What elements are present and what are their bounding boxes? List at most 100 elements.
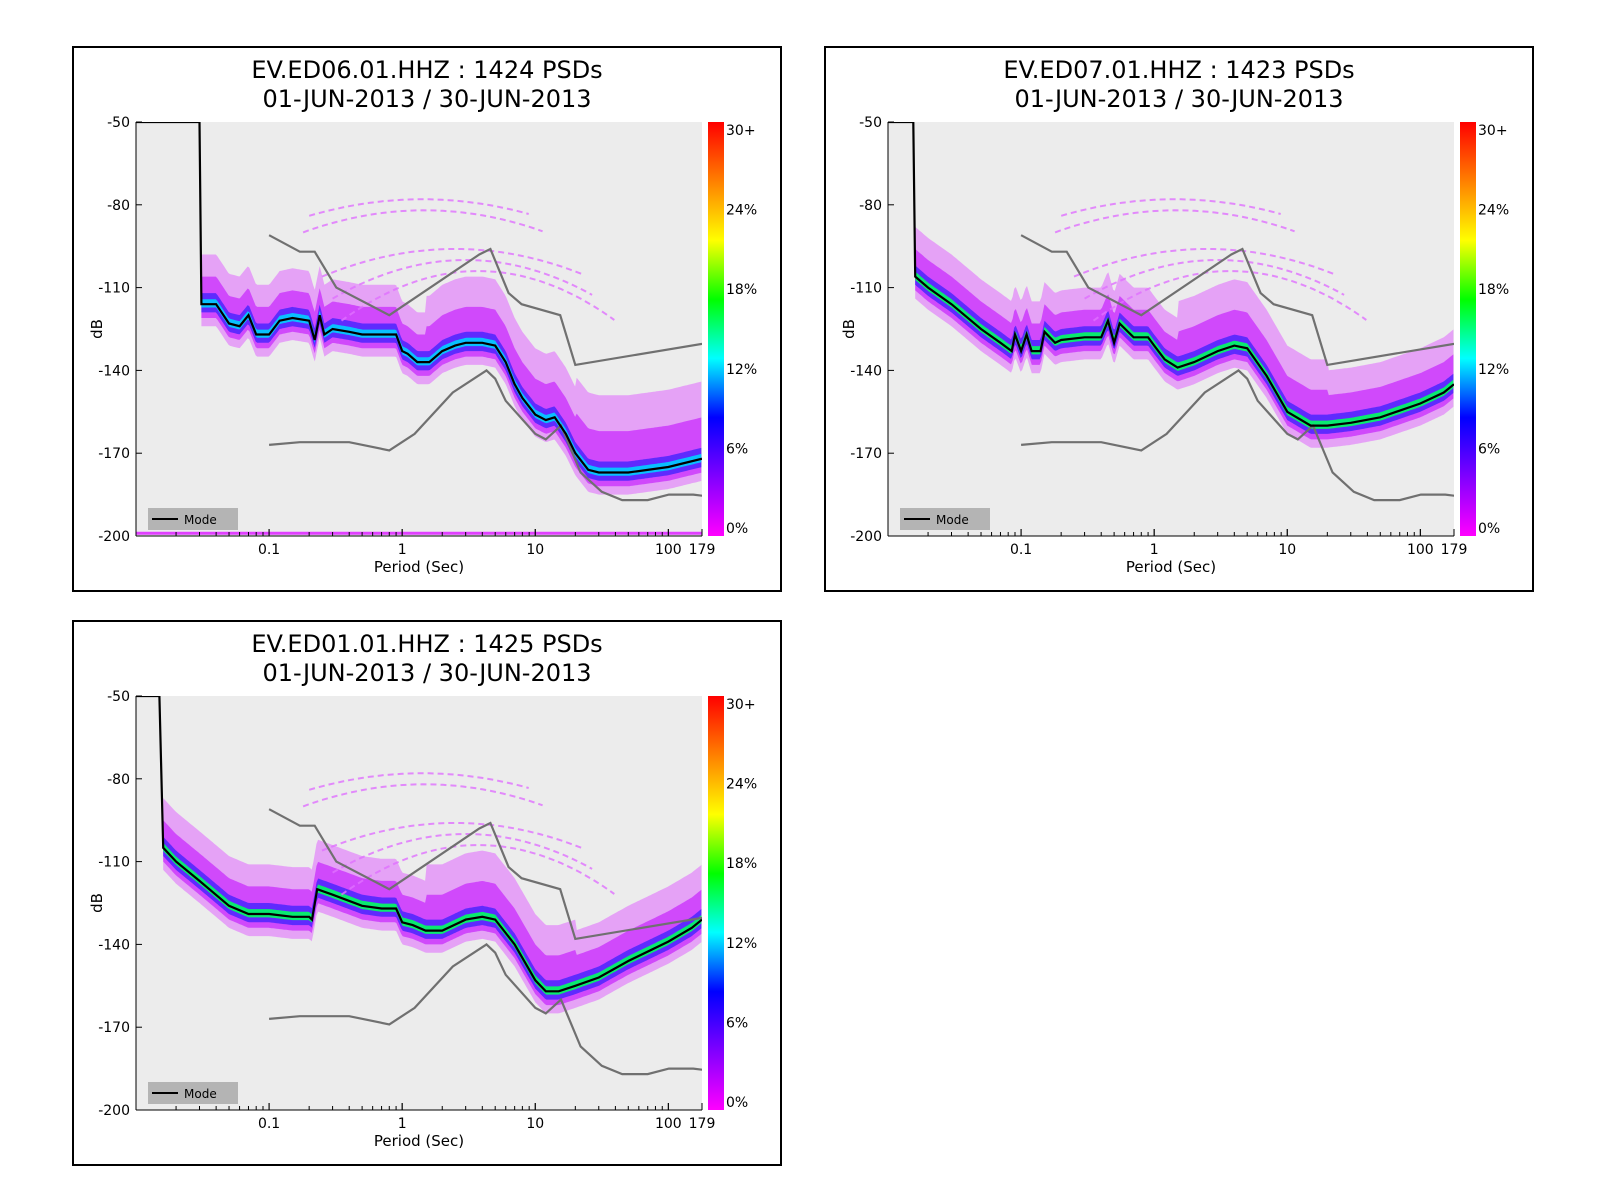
colorbar-label: 0% [726, 521, 748, 537]
mode-line [136, 696, 702, 993]
y-tick-label: -140 [98, 937, 130, 953]
plot-content [136, 122, 702, 535]
y-tick-label: -170 [850, 446, 882, 462]
x-tick-label: 10 [526, 542, 544, 558]
colorbar-label: 12% [1478, 362, 1509, 378]
y-axis-label: dB [88, 319, 106, 339]
psd-band-core [915, 265, 1454, 434]
legend-mode-label: Mode [184, 1087, 217, 1101]
x-tick-label: 1 [398, 1116, 407, 1132]
psd-outlier-arc-1 [302, 209, 543, 234]
y-tick-label: -80 [107, 772, 130, 788]
psd-outlier-arc-1 [1054, 209, 1295, 234]
colorbar [708, 122, 724, 536]
colorbar-label: 18% [726, 282, 757, 298]
colorbar-label: 0% [726, 1095, 748, 1111]
x-tick-label: 100 [655, 542, 682, 558]
x-axis-label: Period (Sec) [1126, 558, 1216, 576]
psd-panel-ed06: EV.ED06.01.HHZ : 1424 PSDs 01-JUN-2013 / … [72, 46, 782, 592]
y-tick-label: -110 [98, 281, 130, 297]
legend-box [148, 508, 238, 530]
legend-box [148, 1082, 238, 1104]
y-tick-label: -170 [98, 446, 130, 462]
nhnm-line [1020, 234, 1454, 367]
plot-content [136, 696, 702, 1076]
legend-mode-label: Mode [936, 513, 969, 527]
nlnm-line [269, 943, 702, 1076]
psd-outlier-arc-4 [340, 844, 615, 896]
psd-outlier-arc-1 [302, 783, 543, 808]
y-tick-label: -200 [850, 529, 882, 545]
x-tick-label: 1 [1150, 542, 1159, 558]
nlnm-line [269, 369, 702, 502]
legend-box [900, 508, 990, 530]
y-tick-label: -80 [859, 198, 882, 214]
psd-outlier-arc-0 [308, 772, 529, 791]
psd-outlier-arc-2 [321, 822, 582, 852]
psd-band-mid [915, 249, 1454, 440]
colorbar-label: 18% [1478, 282, 1509, 298]
psd-band-peak [915, 271, 1454, 429]
psd-band-core [201, 293, 702, 481]
y-tick-label: -50 [107, 115, 130, 131]
mode-line [888, 122, 1454, 427]
x-tick-label: 0.1 [258, 542, 280, 558]
colorbar-label: 24% [726, 777, 757, 793]
y-tick-label: -110 [850, 281, 882, 297]
y-tick-label: -200 [98, 529, 130, 545]
psd-outlier-arc-0 [308, 198, 529, 217]
psd-panel-ed07: EV.ED07.01.HHZ : 1423 PSDs 01-JUN-2013 / … [824, 46, 1534, 592]
psd-outlier-arc-4 [340, 270, 615, 322]
y-tick-label: -140 [850, 363, 882, 379]
y-tick-label: -140 [98, 363, 130, 379]
colorbar-label: 0% [1478, 521, 1500, 537]
chart-subtitle: 01-JUN-2013 / 30-JUN-2013 [262, 85, 591, 113]
chart-title: EV.ED07.01.HHZ : 1423 PSDs [1003, 56, 1354, 84]
plot-content [888, 122, 1454, 502]
nlnm-line [1021, 369, 1454, 502]
chart-title: EV.ED06.01.HHZ : 1424 PSDs [251, 56, 602, 84]
x-tick-label: 179 [1441, 542, 1468, 558]
psd-outlier-arc-0 [1060, 198, 1281, 217]
x-tick-label: 10 [1278, 542, 1296, 558]
colorbar-label: 12% [726, 936, 757, 952]
psd-density [136, 198, 702, 535]
chart-subtitle: 01-JUN-2013 / 30-JUN-2013 [1014, 85, 1343, 113]
mode-line [136, 122, 702, 474]
y-tick-label: -50 [859, 115, 882, 131]
psd-panel-ed01: EV.ED01.01.HHZ : 1425 PSDs 01-JUN-2013 / … [72, 620, 782, 1166]
psd-outlier-arc-3 [332, 832, 593, 874]
psd-density [163, 772, 702, 1014]
colorbar-label: 30+ [726, 697, 756, 713]
x-axis-label: Period (Sec) [374, 558, 464, 576]
psd-outlier-arc-3 [332, 258, 593, 300]
x-tick-label: 0.1 [1010, 542, 1032, 558]
chart-subtitle: 01-JUN-2013 / 30-JUN-2013 [262, 659, 591, 687]
x-tick-label: 100 [655, 1116, 682, 1132]
x-tick-label: 1 [398, 542, 407, 558]
colorbar-label: 18% [726, 856, 757, 872]
legend-mode-label: Mode [184, 513, 217, 527]
colorbar-label: 30+ [726, 123, 756, 139]
colorbar-label: 6% [1478, 441, 1500, 457]
nhnm-line [268, 234, 702, 367]
y-tick-label: -170 [98, 1020, 130, 1036]
x-tick-label: 10 [526, 1116, 544, 1132]
colorbar-label: 12% [726, 362, 757, 378]
psd-outlier-arc-2 [321, 248, 582, 278]
colorbar [708, 696, 724, 1110]
colorbar-label: 24% [1478, 203, 1509, 219]
x-tick-label: 0.1 [258, 1116, 280, 1132]
colorbar-label: 30+ [1478, 123, 1508, 139]
x-tick-label: 100 [1407, 542, 1434, 558]
y-tick-label: -80 [107, 198, 130, 214]
psd-density [915, 198, 1454, 448]
psd-outlier-arc-2 [1073, 248, 1334, 278]
x-tick-label: 179 [689, 542, 716, 558]
y-tick-label: -200 [98, 1103, 130, 1119]
y-axis-label: dB [840, 319, 858, 339]
psd-band-core [163, 836, 702, 1000]
